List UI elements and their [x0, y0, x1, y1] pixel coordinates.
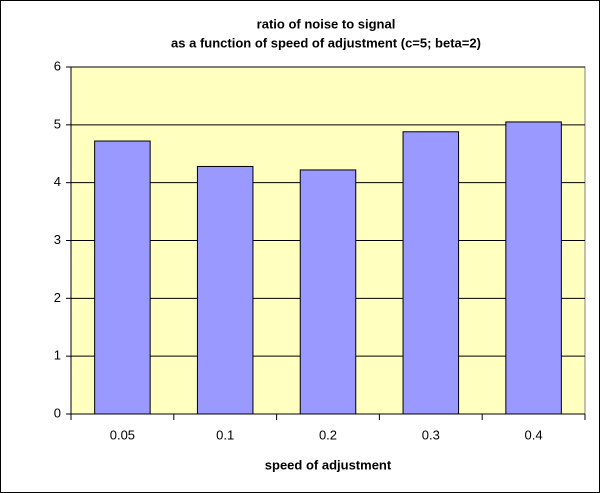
x-tick-label: 0.4 — [525, 427, 543, 442]
x-tick-label: 0.05 — [110, 427, 135, 442]
y-tick-label: 3 — [54, 232, 61, 247]
chart-title: ratio of noise to signal — [257, 16, 396, 31]
bar — [505, 121, 562, 415]
y-tick-label: 4 — [54, 174, 61, 189]
chart-title: as a function of speed of adjustment (c=… — [171, 35, 481, 50]
y-tick-label: 6 — [54, 58, 61, 73]
y-tick-label: 0 — [54, 405, 61, 420]
x-tick-label: 0.2 — [319, 427, 337, 442]
x-axis-label: speed of adjustment — [265, 457, 392, 472]
y-tick-label: 2 — [54, 290, 61, 305]
x-tick-label: 0.3 — [422, 427, 440, 442]
x-tick-label: 0.1 — [216, 427, 234, 442]
bar — [299, 169, 357, 415]
y-tick-label: 1 — [54, 348, 61, 363]
bar — [402, 131, 460, 415]
y-tick-label: 5 — [54, 116, 61, 131]
bar — [196, 165, 254, 415]
bar — [94, 140, 151, 415]
